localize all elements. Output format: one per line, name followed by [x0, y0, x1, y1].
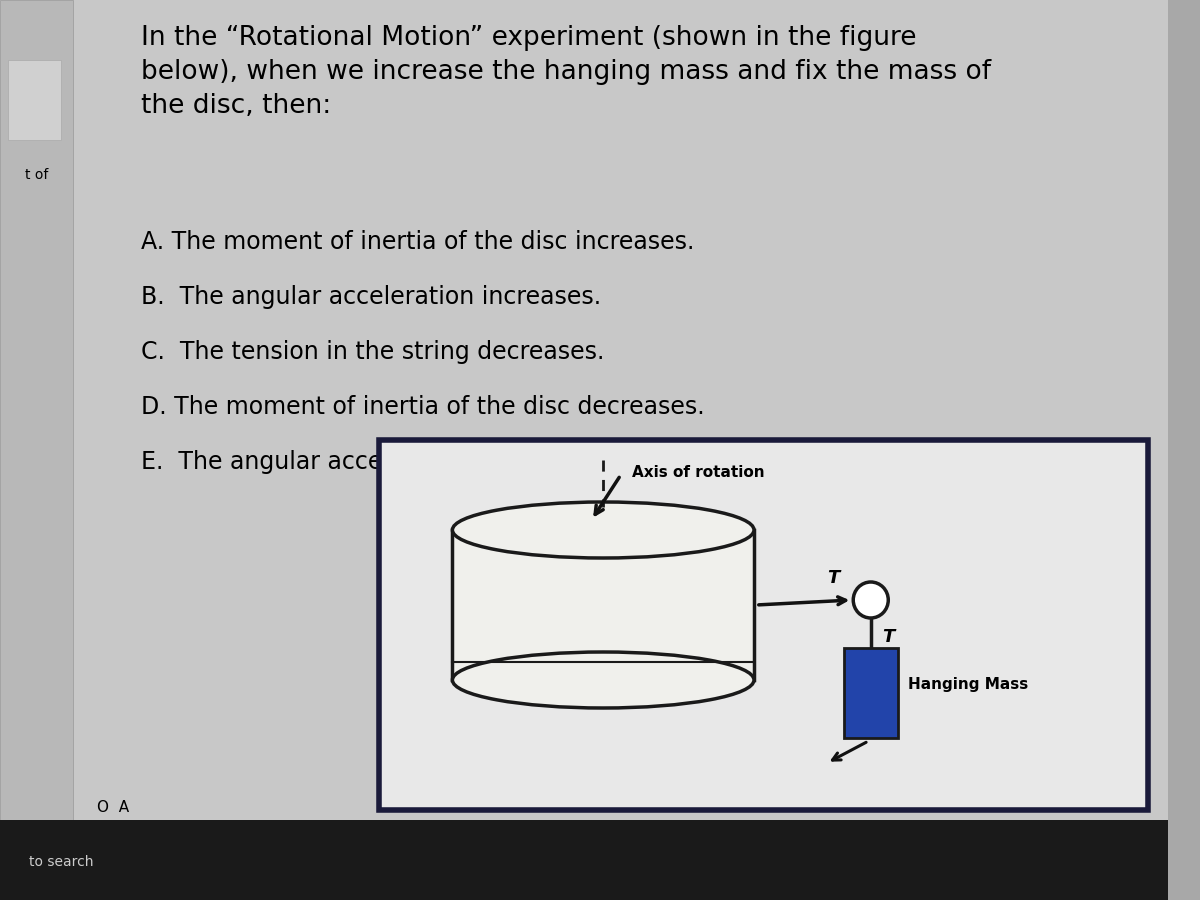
- Ellipse shape: [452, 652, 754, 708]
- Bar: [379, 440, 1148, 810]
- Bar: [0, 820, 1168, 900]
- Text: to search: to search: [29, 855, 94, 869]
- Text: T: T: [827, 569, 839, 587]
- Bar: [845, 648, 898, 738]
- Text: O  A: O A: [97, 800, 130, 815]
- Bar: [0, 0, 73, 820]
- Text: In the “Rotational Motion” experiment (shown in the figure
below), when we incre: In the “Rotational Motion” experiment (s…: [142, 25, 991, 119]
- Text: E.  The angular acceleration decreases: E. The angular acceleration decreases: [142, 450, 600, 474]
- Text: A. The moment of inertia of the disc increases.: A. The moment of inertia of the disc inc…: [142, 230, 695, 254]
- Text: Axis of rotation: Axis of rotation: [632, 465, 766, 480]
- Text: T: T: [882, 628, 895, 646]
- Bar: [452, 530, 754, 680]
- Text: t of: t of: [25, 168, 49, 182]
- Text: B.  The angular acceleration increases.: B. The angular acceleration increases.: [142, 285, 601, 309]
- Circle shape: [853, 582, 888, 618]
- Ellipse shape: [452, 502, 754, 558]
- Bar: [7, 60, 61, 140]
- Text: D. The moment of inertia of the disc decreases.: D. The moment of inertia of the disc dec…: [142, 395, 704, 419]
- Text: Hanging Mass: Hanging Mass: [907, 677, 1028, 691]
- Text: C.  The tension in the string decreases.: C. The tension in the string decreases.: [142, 340, 605, 364]
